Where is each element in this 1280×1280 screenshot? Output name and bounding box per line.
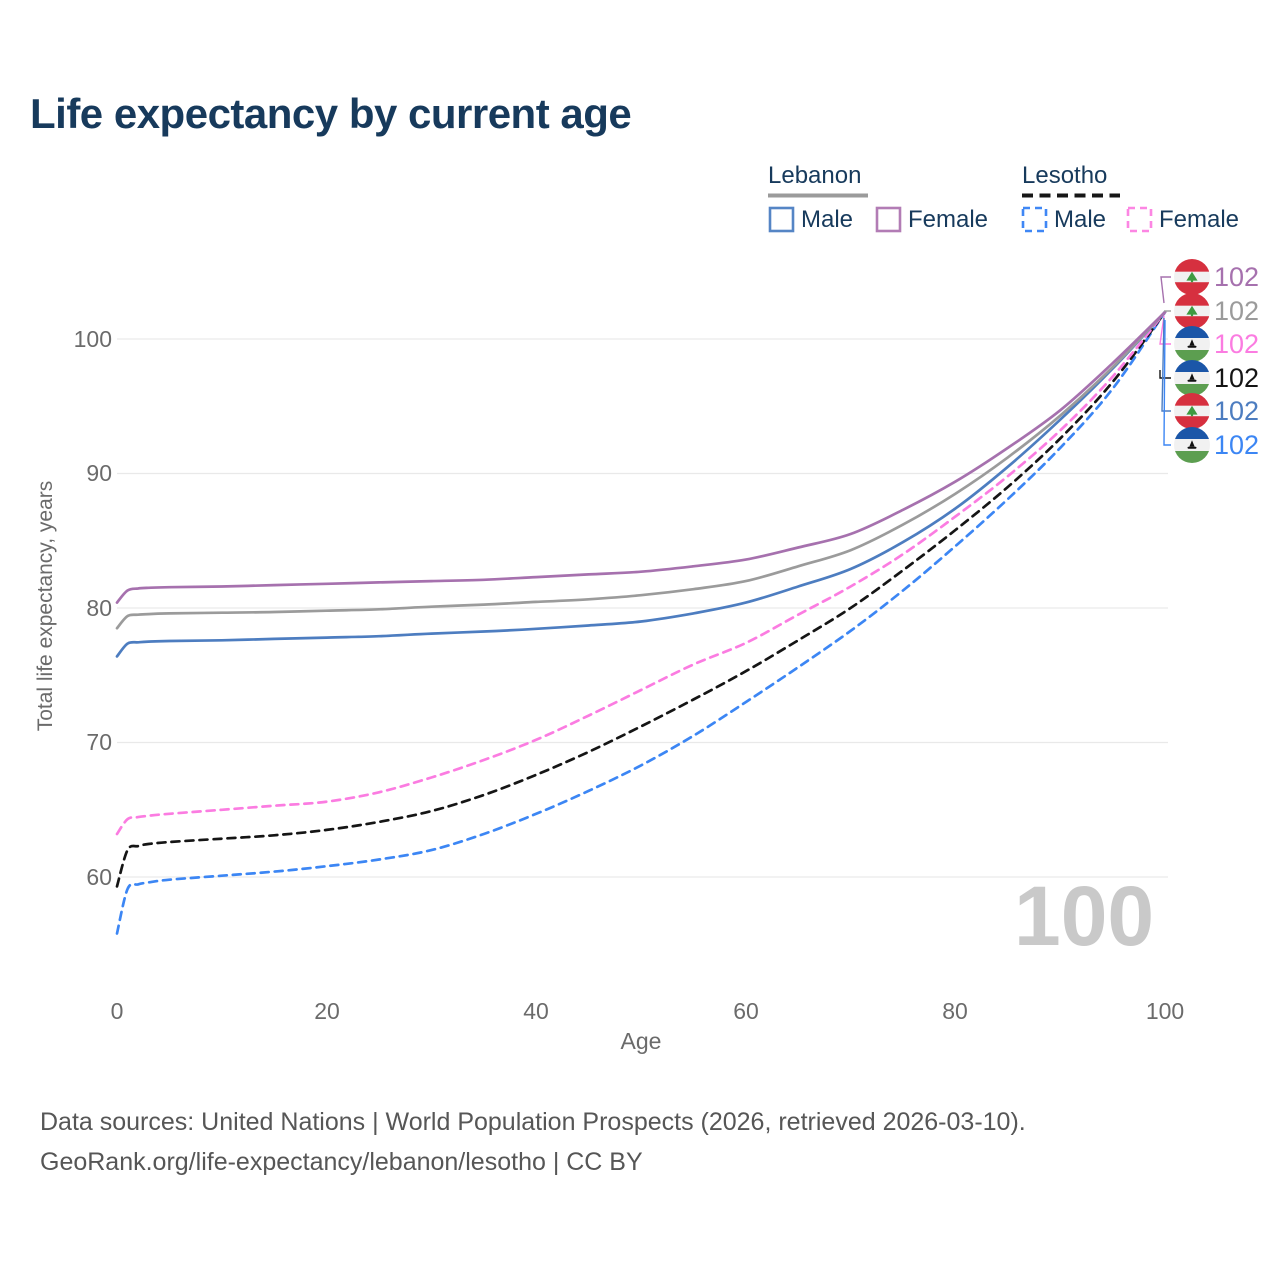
x-axis-title: Age bbox=[620, 1028, 662, 1054]
leader-line bbox=[1159, 370, 1171, 379]
age-counter-watermark: 100 bbox=[1014, 869, 1155, 963]
y-tick-80: 80 bbox=[86, 595, 112, 621]
x-tick-80: 80 bbox=[942, 998, 968, 1024]
series-lesotho-female bbox=[115, 310, 1167, 836]
series-lesotho-total bbox=[115, 310, 1167, 888]
y-tick-60: 60 bbox=[86, 864, 112, 890]
legend-swatch-lesotho-male[interactable] bbox=[1021, 206, 1048, 233]
flag-icon-lebanon bbox=[1174, 259, 1210, 295]
flag-icon-lesotho bbox=[1174, 326, 1210, 362]
legend-label-lebanon-female[interactable]: Female bbox=[908, 206, 989, 233]
lebanon-line-style-sample bbox=[768, 193, 868, 198]
flag-icon-lesotho bbox=[1174, 360, 1210, 396]
flag-icon-lebanon bbox=[1174, 293, 1210, 329]
series-lebanon-male bbox=[115, 310, 1167, 658]
end-value-label: 102 bbox=[1214, 363, 1259, 393]
end-value-label: 102 bbox=[1214, 396, 1259, 426]
legend-label-lesotho-male[interactable]: Male bbox=[1054, 206, 1107, 233]
series-lebanon-female bbox=[115, 310, 1167, 604]
gridlines bbox=[117, 338, 1168, 878]
x-tick-0: 0 bbox=[110, 998, 124, 1024]
x-tick-20: 20 bbox=[314, 998, 340, 1024]
legend-swatch-lebanon-female[interactable] bbox=[875, 206, 902, 233]
legend-label-lesotho-female[interactable]: Female bbox=[1159, 206, 1240, 233]
x-tick-40: 40 bbox=[523, 998, 549, 1024]
y-tick-70: 70 bbox=[86, 729, 112, 755]
series-lesotho-male bbox=[115, 310, 1167, 935]
end-value-label: 102 bbox=[1214, 329, 1259, 359]
end-value-label: 102 bbox=[1214, 262, 1259, 292]
x-tick-60: 60 bbox=[733, 998, 759, 1024]
page-title: Life expectancy by current age bbox=[30, 90, 632, 137]
flag-icon-lesotho bbox=[1174, 427, 1210, 463]
series-lines bbox=[115, 310, 1167, 935]
y-tick-90: 90 bbox=[86, 460, 112, 486]
leader-line bbox=[1159, 315, 1171, 345]
series-lebanon-total bbox=[115, 310, 1167, 630]
end-value-label: 102 bbox=[1214, 430, 1259, 460]
leader-line bbox=[1161, 317, 1171, 412]
legend-label-lebanon-male[interactable]: Male bbox=[801, 206, 854, 233]
legend-swatch-lesotho-female[interactable] bbox=[1126, 206, 1153, 233]
legend-swatch-lebanon-male[interactable] bbox=[768, 206, 795, 233]
end-value-label: 102 bbox=[1214, 296, 1259, 326]
x-tick-100: 100 bbox=[1145, 998, 1185, 1024]
flag-icon-lebanon bbox=[1174, 393, 1210, 429]
y-tick-100: 100 bbox=[73, 326, 112, 352]
leader-line bbox=[1160, 276, 1171, 304]
data-sources-text: Data sources: United Nations | World Pop… bbox=[40, 1108, 1026, 1136]
legend-group-lesotho[interactable]: Lesotho bbox=[1022, 162, 1108, 189]
legend-group-lebanon[interactable]: Lebanon bbox=[768, 162, 862, 189]
lesotho-line-style-sample bbox=[1022, 193, 1120, 198]
leader-line bbox=[1163, 319, 1171, 446]
attribution-text: GeoRank.org/life-expectancy/lebanon/leso… bbox=[40, 1148, 643, 1176]
